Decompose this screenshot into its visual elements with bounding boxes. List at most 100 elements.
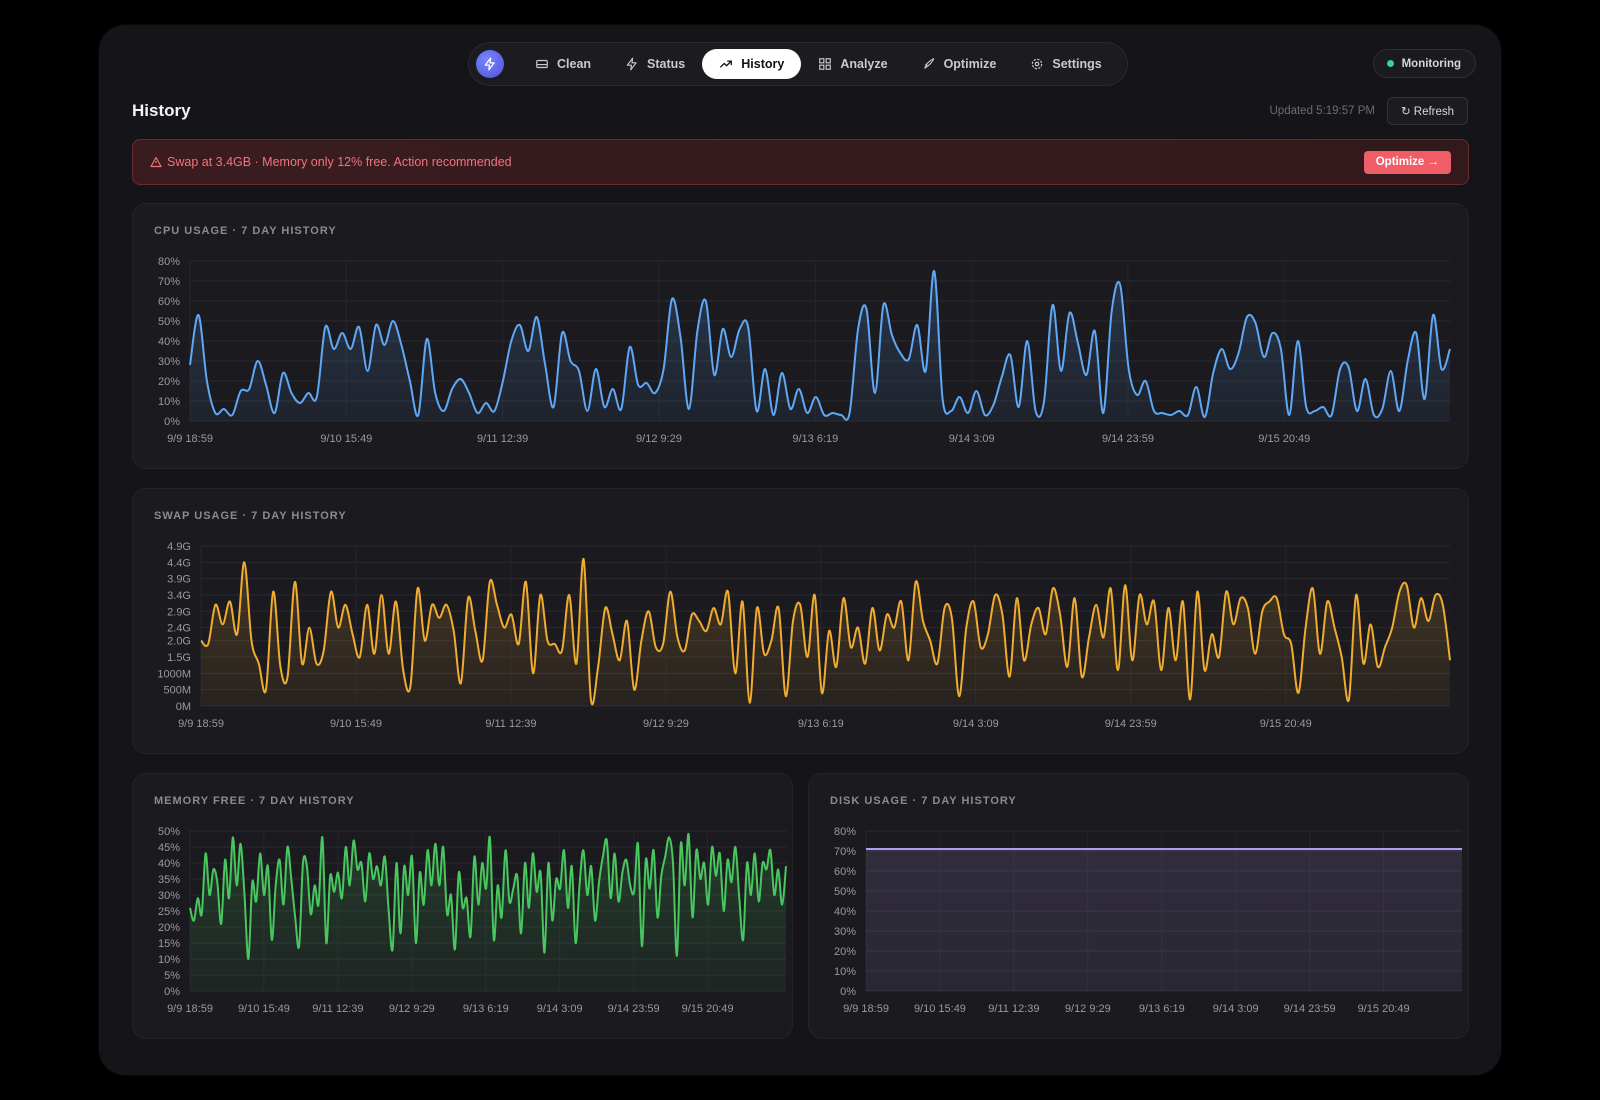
- x-tick-label: 9/15 20:49: [1260, 718, 1312, 730]
- x-tick-label: 9/10 15:49: [914, 1003, 966, 1015]
- x-tick-label: 9/15 20:49: [682, 1003, 734, 1015]
- gear-icon: [1032, 58, 1043, 70]
- x-tick-label: 9/14 23:59: [1284, 1003, 1336, 1015]
- x-tick-label: 9/11 12:39: [988, 1003, 1039, 1015]
- x-tick-label: 9/14 3:09: [537, 1003, 583, 1015]
- x-tick-label: 9/10 15:49: [238, 1003, 290, 1015]
- x-tick-label: 9/9 18:59: [843, 1003, 889, 1015]
- y-tick-label: 40%: [158, 336, 180, 348]
- app-logo[interactable]: [476, 50, 504, 78]
- y-tick-label: 40%: [158, 858, 180, 870]
- monitoring-label: Monitoring: [1401, 57, 1461, 70]
- x-tick-label: 9/11 12:39: [477, 433, 528, 445]
- bolt-logo-icon: [484, 57, 495, 71]
- y-tick-label: 60%: [158, 296, 180, 308]
- optimize-button[interactable]: Optimize →: [1363, 150, 1451, 174]
- y-tick-label: 30%: [834, 926, 856, 938]
- memory-chart-card: MEMORY FREE · 7 DAY HISTORY 0% 5% 10% 15% 20…: [132, 773, 793, 1039]
- x-tick-label: 9/10 15:49: [330, 718, 382, 730]
- y-tick-label: 1.5G: [167, 652, 191, 664]
- y-tick-label: 10%: [834, 966, 856, 978]
- page-title: History: [132, 101, 191, 120]
- y-tick-label: 3.9G: [167, 574, 191, 586]
- x-tick-label: 9/13 6:19: [1139, 1003, 1185, 1015]
- x-tick-label: 9/15 20:49: [1358, 1003, 1410, 1015]
- y-tick-label: 50%: [158, 316, 180, 328]
- y-tick-label: 30%: [158, 356, 180, 368]
- nav-history[interactable]: History: [702, 49, 802, 79]
- y-tick-label: 80%: [834, 826, 856, 838]
- monitoring-badge[interactable]: Monitoring: [1372, 49, 1476, 78]
- y-tick-label: 70%: [158, 276, 180, 288]
- y-tick-label: 25%: [158, 906, 180, 918]
- x-tick-label: 9/14 3:09: [953, 718, 999, 730]
- updated-timestamp: Updated 5:19:57 PM: [1269, 105, 1376, 117]
- y-tick-label: 4.4G: [167, 557, 191, 569]
- y-tick-label: 70%: [834, 846, 856, 858]
- nav-clean-label: Clean: [557, 57, 592, 71]
- y-tick-label: 40%: [834, 906, 856, 918]
- trend-icon: [720, 60, 733, 68]
- nav-settings[interactable]: Settings: [1013, 49, 1118, 79]
- y-tick-label: 20%: [158, 376, 180, 388]
- y-tick-label: 0M: [176, 701, 191, 713]
- disk-chart: 0% 10% 20% 30% 40% 50% 60% 70% 80% 9/9 18:59 9/10 …: [834, 826, 1462, 1015]
- y-tick-label: 50%: [158, 826, 180, 838]
- y-tick-label: 0%: [164, 416, 180, 428]
- grid-icon: [819, 58, 832, 70]
- nav-analyze[interactable]: Analyze: [801, 49, 904, 79]
- swap-chart-card: SWAP USAGE · 7 DAY HISTORY 0M 500M 1000M 1.…: [132, 488, 1469, 754]
- x-tick-label: 9/9 18:59: [167, 433, 213, 445]
- y-tick-label: 3.4G: [167, 590, 191, 602]
- y-tick-label: 2.9G: [167, 606, 191, 618]
- y-tick-label: 45%: [158, 842, 180, 854]
- disk-chart-title: DISK USAGE · 7 DAY HISTORY: [830, 795, 1017, 807]
- nav-clean[interactable]: Clean: [518, 49, 608, 79]
- app-window: Clean Status History Analyze Optimize Se…: [99, 25, 1501, 1075]
- cpu-chart-card: CPU USAGE · 7 DAY HISTORY 0% 10% 20% 30% 40%…: [132, 203, 1469, 469]
- x-tick-label: 9/9 18:59: [178, 718, 224, 730]
- x-tick-label: 9/15 20:49: [1258, 433, 1310, 445]
- y-tick-label: 1000M: [157, 668, 191, 680]
- nav-status[interactable]: Status: [608, 49, 702, 79]
- x-tick-label: 9/12 9:29: [636, 433, 682, 445]
- refresh-button[interactable]: ↻ Refresh: [1387, 97, 1468, 125]
- x-tick-label: 9/14 23:59: [1105, 718, 1157, 730]
- y-tick-label: 4.9G: [167, 541, 191, 553]
- y-tick-label: 10%: [158, 954, 180, 966]
- y-tick-label: 50%: [834, 886, 856, 898]
- x-tick-label: 9/12 9:29: [643, 718, 689, 730]
- y-tick-label: 2.0G: [167, 636, 191, 648]
- x-tick-label: 9/13 6:19: [792, 433, 838, 445]
- y-tick-label: 80%: [158, 256, 180, 268]
- cpu-area-fill: [190, 270, 1450, 421]
- alert-message: Swap at 3.4GB · Memory only 12% free. Ac…: [150, 155, 512, 169]
- mem-chart: 0% 5% 10% 15% 20% 25% 30% 35% 40% 45% 50% 9/9 18:59…: [158, 826, 787, 1015]
- y-tick-label: 10%: [158, 396, 180, 408]
- y-tick-label: 0%: [840, 986, 856, 998]
- x-tick-label: 9/11 12:39: [485, 718, 536, 730]
- swap-area-fill: [201, 558, 1450, 706]
- nav-optimize[interactable]: Optimize: [905, 49, 1014, 79]
- x-tick-label: 9/9 18:59: [167, 1003, 213, 1015]
- cpu-series-line: [189, 269, 1451, 421]
- x-tick-label: 9/11 12:39: [312, 1003, 363, 1015]
- x-tick-label: 9/14 3:09: [1213, 1003, 1259, 1015]
- rocket-icon: [923, 58, 934, 69]
- y-tick-label: 0%: [164, 986, 180, 998]
- swap-chart-title: SWAP USAGE · 7 DAY HISTORY: [154, 510, 347, 522]
- y-tick-label: 500M: [163, 685, 191, 697]
- nav-analyze-label: Analyze: [840, 57, 888, 71]
- y-tick-label: 20%: [158, 922, 180, 934]
- swap-series-line: [200, 558, 1451, 706]
- swap-chart: 0M 500M 1000M 1.5G 2.0G2.4G 2.9G 3.4G 3.9G 4.4G 4…: [157, 541, 1451, 730]
- y-tick-label: 60%: [834, 866, 856, 878]
- cpu-chart-title: CPU USAGE · 7 DAY HISTORY: [154, 225, 337, 237]
- nav-optimize-label: Optimize: [943, 57, 997, 71]
- cpu-chart: 0% 10% 20% 30% 40% 50% 60% 70% 80% 9/9 18:59 9/10 …: [158, 256, 1451, 445]
- x-tick-label: 9/12 9:29: [1065, 1003, 1111, 1015]
- swap-alert-banner: Swap at 3.4GB · Memory only 12% free. Ac…: [132, 139, 1469, 185]
- x-tick-label: 9/13 6:19: [798, 718, 844, 730]
- y-tick-label: 35%: [158, 874, 180, 886]
- top-nav: Clean Status History Analyze Optimize Se…: [468, 42, 1128, 86]
